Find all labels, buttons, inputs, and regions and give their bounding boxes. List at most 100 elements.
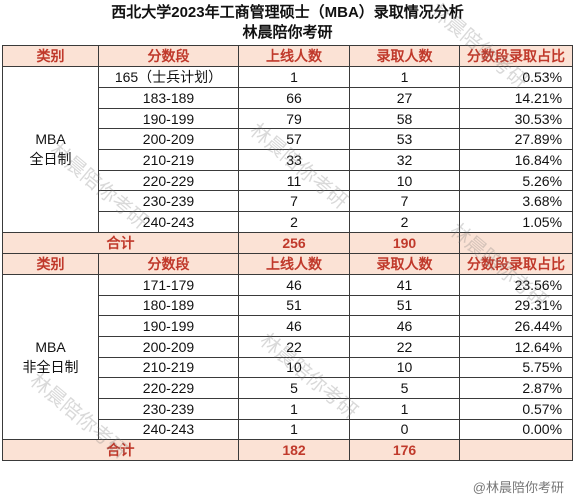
header-score-range: 分数段 [98,252,239,275]
score-range-cell: 240-243 [98,211,239,233]
author-line: 林晨陪你考研 [242,24,333,41]
total-row: 合计 256 190 [2,231,574,254]
header-ratio: 分数段录取占比 [458,45,574,67]
ratio-cell: 5.26% [458,169,574,192]
online-count-cell: 51 [238,294,350,317]
score-range-cell: 190-199 [98,315,239,337]
total-admitted: 176 [349,439,460,462]
ratio-cell: 12.64% [458,335,574,358]
ratio-cell: 0.57% [458,397,574,420]
admitted-count-cell: 41 [349,273,460,296]
ratio-cell: 3.68% [458,190,574,213]
table-row: 180-189 51 51 29.31% [3,294,574,317]
online-count-cell: 22 [238,335,350,358]
online-count-cell: 79 [238,107,350,130]
weibo-signature: @林晨陪你考研 [472,477,564,496]
score-range-cell: 180-189 [98,294,239,317]
admitted-count-cell: 7 [349,190,460,213]
header-row-2: 类别 分数段 上线人数 录取人数 分数段录取占比 [2,252,574,275]
category-program: MBA [35,339,66,356]
header-score-range: 分数段 [98,45,239,67]
online-count-cell: 5 [238,377,350,399]
category-cell: MBA 非全日制 [2,273,99,441]
ratio-cell: 2.87% [458,377,574,399]
total-online: 182 [238,439,350,462]
admitted-count-cell: 10 [349,169,460,192]
score-range-cell: 210-219 [98,356,239,379]
admitted-count-cell: 22 [349,335,460,358]
score-range-cell: 200-209 [98,335,239,358]
online-count-cell: 11 [238,169,350,192]
admitted-count-cell: 27 [349,87,460,109]
score-range-cell: 200-209 [98,128,239,151]
score-range-cell: 171-179 [98,273,239,296]
admitted-count-cell: 32 [349,149,460,171]
ratio-cell: 23.56% [458,273,574,296]
header-admitted-count: 录取人数 [349,252,460,275]
ratio-cell: 0.00% [458,418,574,441]
category-cell: MBA 全日制 [2,66,99,233]
admission-table-container: 西北大学2023年工商管理硕士（MBA）录取情况分析 林晨陪你考研 类别 分数段… [2,1,574,462]
admitted-count-cell: 1 [349,397,460,420]
online-count-cell: 2 [238,211,350,233]
score-range-cell: 190-199 [98,107,239,130]
total-row: 合计 182 176 [2,439,574,462]
ratio-cell: 29.31% [458,294,574,317]
online-count-cell: 10 [238,356,350,379]
category-program: MBA [35,131,66,148]
table-row: 240-243 2 2 1.05% [3,211,574,233]
ratio-cell: 1.05% [458,211,574,233]
online-count-cell: 46 [238,315,350,337]
admission-table: 西北大学2023年工商管理硕士（MBA）录取情况分析 林晨陪你考研 类别 分数段… [2,1,574,462]
header-admitted-count: 录取人数 [349,45,460,67]
online-count-cell: 1 [238,418,350,441]
online-count-cell: 46 [238,273,350,296]
category-mode: 全日制 [29,151,72,168]
table-row: 220-229 11 10 5.26% [3,169,574,192]
header-online-count: 上线人数 [238,252,350,275]
online-count-cell: 1 [238,397,350,420]
table-row: 230-239 7 7 3.68% [3,190,574,213]
header-row-1: 类别 分数段 上线人数 录取人数 分数段录取占比 [2,45,574,67]
ratio-cell: 14.21% [458,87,574,109]
score-range-cell: 183-189 [98,87,239,109]
table-row: MBA 全日制 165（士兵计划） 1 1 0.53% [2,66,574,233]
score-range-cell: 210-219 [98,149,239,171]
score-range-cell: 230-239 [98,397,239,420]
header-category: 类别 [2,252,99,275]
admitted-count-cell: 10 [349,356,460,379]
online-count-cell: 1 [238,66,350,88]
total-empty [458,439,574,462]
ratio-cell: 30.53% [458,107,574,130]
table-row: 220-229 5 5 2.87% [3,377,574,399]
admitted-count-cell: 46 [349,315,460,337]
header-ratio: 分数段录取占比 [458,252,574,275]
ratio-cell: 5.75% [458,356,574,379]
table-row: 190-199 46 46 26.44% [3,315,574,337]
admitted-count-cell: 0 [349,418,460,441]
total-label: 合计 [2,439,239,462]
ratio-cell: 16.84% [458,149,574,171]
admitted-count-cell: 51 [349,294,460,317]
table-title-cell: 西北大学2023年工商管理硕士（MBA）录取情况分析 林晨陪你考研 [2,1,573,46]
ratio-cell: 0.53% [458,66,574,88]
admitted-count-cell: 58 [349,107,460,130]
score-range-cell: 230-239 [98,190,239,213]
score-range-cell: 165（士兵计划） [98,66,239,88]
admitted-count-cell: 53 [349,128,460,151]
header-category: 类别 [2,45,99,67]
admitted-count-cell: 5 [349,377,460,399]
total-label: 合计 [2,231,239,254]
online-count-cell: 66 [238,87,350,109]
total-admitted: 190 [349,231,460,254]
total-online: 256 [238,231,350,254]
table-row: 200-209 57 53 27.89% [3,128,574,151]
page-title: 西北大学2023年工商管理硕士（MBA）录取情况分析 [111,4,464,21]
score-range-cell: 240-243 [98,418,239,441]
admitted-count-cell: 2 [349,211,460,233]
online-count-cell: 33 [238,149,350,171]
online-count-cell: 7 [238,190,350,213]
category-mode: 非全日制 [22,359,79,376]
online-count-cell: 57 [238,128,350,151]
header-online-count: 上线人数 [238,45,350,67]
